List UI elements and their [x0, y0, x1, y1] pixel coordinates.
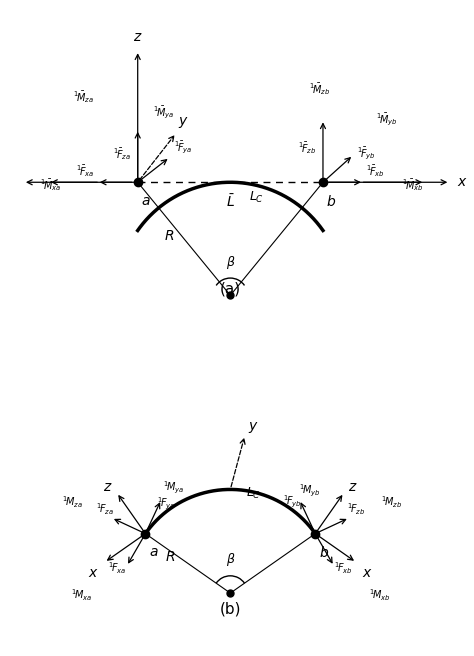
Text: $\mathit{y}$: $\mathit{y}$	[248, 420, 259, 435]
Text: $\mathit{x}$: $\mathit{x}$	[89, 566, 99, 580]
Text: $^1\!F_{zb}$: $^1\!F_{zb}$	[347, 502, 365, 517]
Text: $^1\!\bar{M}_{zb}$: $^1\!\bar{M}_{zb}$	[309, 81, 330, 98]
Text: $^1\!\bar{F}_{za}$: $^1\!\bar{F}_{za}$	[113, 146, 131, 162]
Text: $^1\!M_{za}$: $^1\!M_{za}$	[62, 495, 82, 510]
Text: $\bar{L}$: $\bar{L}$	[226, 194, 235, 211]
Text: $^1\!M_{xb}$: $^1\!M_{xb}$	[369, 587, 390, 603]
Text: $\mathit{y}$: $\mathit{y}$	[178, 115, 189, 131]
Text: $\mathit{z}$: $\mathit{z}$	[133, 30, 143, 44]
Text: $^1\!F_{xa}$: $^1\!F_{xa}$	[108, 561, 127, 577]
Text: $\mathit{x}$: $\mathit{x}$	[362, 566, 372, 580]
Text: $^1\!F_{ya}$: $^1\!F_{ya}$	[157, 495, 176, 512]
Text: $^1\!\bar{M}_{ya}$: $^1\!\bar{M}_{ya}$	[154, 105, 175, 121]
Text: $^1\!F_{za}$: $^1\!F_{za}$	[96, 502, 114, 517]
Text: (a): (a)	[220, 281, 241, 297]
Text: $L_C$: $L_C$	[249, 190, 264, 205]
Text: $^1\!M_{yb}$: $^1\!M_{yb}$	[299, 483, 320, 499]
Text: $\mathit{R}$: $\mathit{R}$	[165, 550, 175, 564]
Text: $\mathit{a}$: $\mathit{a}$	[141, 194, 150, 207]
Text: $\mathit{x}$: $\mathit{x}$	[456, 175, 467, 190]
Text: $\mathit{z}$: $\mathit{z}$	[348, 480, 357, 495]
Text: $\mathit{a}$: $\mathit{a}$	[149, 545, 159, 559]
Text: $^1\!\bar{F}_{zb}$: $^1\!\bar{F}_{zb}$	[298, 140, 317, 155]
Text: $^1\!M_{xa}$: $^1\!M_{xa}$	[71, 587, 92, 603]
Text: $L_C$: $L_C$	[246, 486, 261, 501]
Text: $\mathit{b}$: $\mathit{b}$	[326, 194, 336, 209]
Text: $^1\!\bar{F}_{xb}$: $^1\!\bar{F}_{xb}$	[366, 163, 384, 179]
Text: $^1\!\bar{F}_{ya}$: $^1\!\bar{F}_{ya}$	[174, 140, 192, 156]
Text: $^1\!\bar{M}_{za}$: $^1\!\bar{M}_{za}$	[73, 89, 94, 106]
Text: $^1\!\bar{F}_{xa}$: $^1\!\bar{F}_{xa}$	[76, 163, 95, 179]
Text: $\beta$: $\beta$	[226, 255, 235, 272]
Text: $^1\!F_{xb}$: $^1\!F_{xb}$	[334, 561, 353, 577]
Text: $^1\!M_{zb}$: $^1\!M_{zb}$	[381, 495, 402, 510]
Text: (b): (b)	[219, 602, 241, 617]
Text: $^1\!\bar{F}_{yb}$: $^1\!\bar{F}_{yb}$	[357, 146, 376, 162]
Text: $\mathit{b}$: $\mathit{b}$	[319, 545, 329, 560]
Text: $^1\!F_{yb}$: $^1\!F_{yb}$	[283, 493, 301, 510]
Text: $\mathit{z}$: $\mathit{z}$	[103, 480, 113, 495]
Text: $\beta$: $\beta$	[226, 551, 235, 568]
Text: $^1\!\bar{M}_{yb}$: $^1\!\bar{M}_{yb}$	[376, 112, 398, 128]
Text: $\mathit{R}$: $\mathit{R}$	[164, 229, 174, 243]
Text: $^1\!\bar{M}_{xa}$: $^1\!\bar{M}_{xa}$	[40, 178, 62, 194]
Text: $^1\!\bar{M}_{xb}$: $^1\!\bar{M}_{xb}$	[401, 178, 423, 194]
Text: $^1\!M_{ya}$: $^1\!M_{ya}$	[163, 480, 184, 496]
